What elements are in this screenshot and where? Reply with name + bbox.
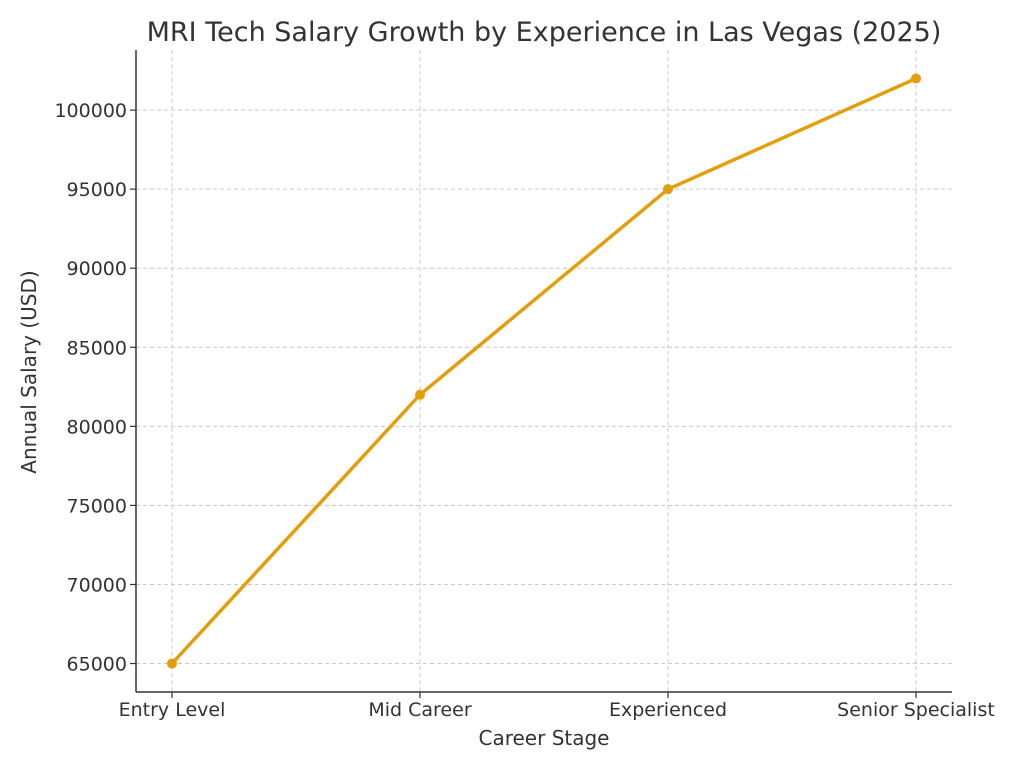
y-axis-title: Annual Salary (USD) <box>17 270 41 473</box>
chart-title: MRI Tech Salary Growth by Experience in … <box>147 17 942 48</box>
y-tick-label: 75000 <box>67 495 127 517</box>
x-axis-title: Career Stage <box>479 726 610 750</box>
x-tick-label: Entry Level <box>119 699 226 721</box>
data-point <box>663 184 673 195</box>
y-tick-label: 80000 <box>67 416 127 438</box>
data-point <box>415 389 425 400</box>
x-tick-label: Mid Career <box>368 699 471 721</box>
data-point <box>911 73 921 84</box>
x-tick-label: Senior Specialist <box>837 699 995 721</box>
y-tick-label: 90000 <box>67 258 127 280</box>
y-tick-label: 95000 <box>67 179 127 201</box>
y-tick-label: 70000 <box>67 574 127 596</box>
y-tick-label: 85000 <box>67 337 127 359</box>
y-tick-label: 65000 <box>67 654 127 676</box>
y-tick-label: 100000 <box>54 100 127 122</box>
x-tick-label: Experienced <box>609 699 727 721</box>
series <box>167 73 921 669</box>
grid <box>136 50 952 692</box>
ticks: 65000 70000 75000 80000 85000 90000 95000 10000… <box>54 100 994 721</box>
data-point <box>167 658 177 669</box>
series-line <box>170 76 918 666</box>
axes <box>135 50 952 693</box>
